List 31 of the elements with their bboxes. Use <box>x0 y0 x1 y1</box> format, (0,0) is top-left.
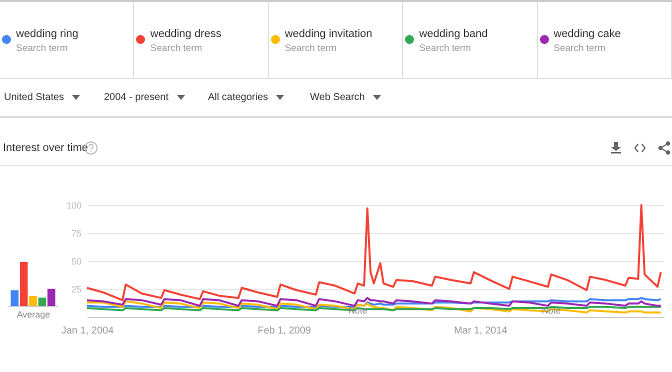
text: Search term <box>554 43 606 54</box>
x-tick-label: Feb 1, 2009 <box>258 326 312 336</box>
bar <box>29 296 37 306</box>
text: United States <box>4 92 64 103</box>
bar <box>38 298 46 306</box>
x-axis-title: Average <box>16 310 50 320</box>
bar <box>10 290 19 306</box>
text: All categories <box>208 92 268 103</box>
bar <box>20 262 28 306</box>
legend-label: wedding cake <box>554 28 621 40</box>
bar <box>47 288 56 306</box>
y-tick-label: 25 <box>71 284 82 294</box>
text: Search term <box>16 43 68 54</box>
x-tick-label: Mar 1, 2014 <box>454 326 508 336</box>
y-tick-label: 100 <box>66 200 82 210</box>
chart-title: Interest over time <box>3 142 88 154</box>
legend-label: wedding dress <box>150 28 222 40</box>
legend-label: wedding ring <box>16 28 78 40</box>
line-series <box>86 204 662 302</box>
text: 2004 - present <box>104 92 168 103</box>
text: Search term <box>150 43 202 54</box>
text: Web Search <box>310 92 365 103</box>
y-tick-label: 50 <box>71 256 82 266</box>
text: Search term <box>419 43 471 54</box>
x-tick-label: Jan 1, 2004 <box>61 326 114 336</box>
annotation: Note <box>542 305 561 316</box>
legend-label: wedding invitation <box>284 28 372 40</box>
text: Search term <box>284 43 337 54</box>
y-tick-label: 75 <box>71 228 82 238</box>
legend-label: wedding band <box>419 28 488 40</box>
line-series <box>86 300 662 314</box>
